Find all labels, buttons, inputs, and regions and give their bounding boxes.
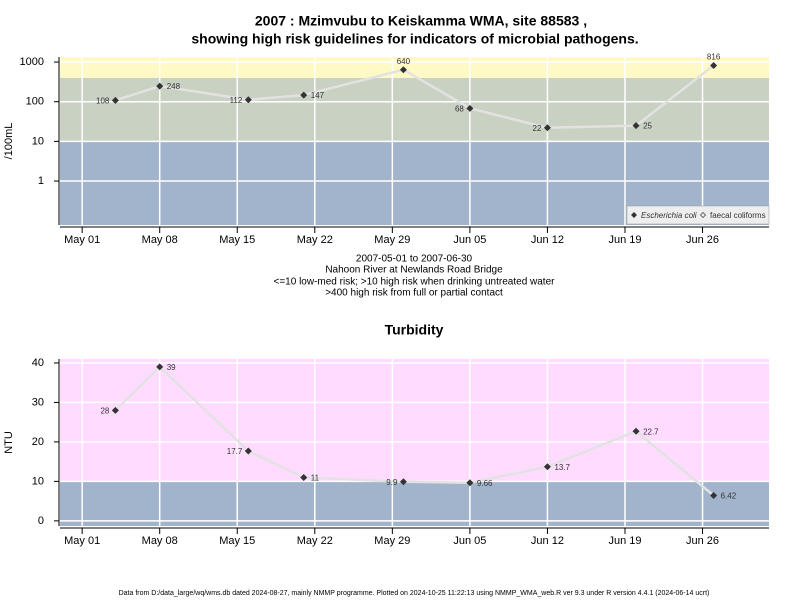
data-point	[632, 427, 640, 435]
data-point	[710, 492, 718, 500]
x-tick-label: May 01	[64, 234, 100, 246]
data-label: 108	[96, 96, 110, 105]
x-tick-label: May 15	[219, 535, 255, 547]
data-label: 39	[167, 363, 176, 372]
x-tick-label: Jun 26	[686, 234, 719, 246]
risk-band	[60, 359, 769, 482]
y-axis-label: NTU	[3, 431, 15, 454]
data-label: 11	[311, 474, 320, 483]
data-label: 112	[230, 96, 243, 105]
x-tick-label: Jun 19	[608, 234, 641, 246]
legend-label: Escherichia coli	[641, 211, 697, 220]
x-tick-label: May 08	[142, 234, 178, 246]
legend-marker	[631, 212, 637, 218]
data-label: 9.66	[477, 479, 493, 488]
data-label: 25	[643, 122, 652, 131]
data-point	[300, 473, 308, 481]
risk-band	[60, 57, 769, 78]
data-point	[710, 62, 718, 70]
y-tick-label: 100	[26, 96, 44, 108]
data-label: 6.42	[721, 492, 737, 501]
data-label: 13.7	[554, 463, 570, 472]
data-point	[466, 479, 474, 487]
x-tick-label: Jun 05	[453, 535, 486, 547]
x-tick-label: Jun 12	[531, 234, 564, 246]
legend-box	[626, 205, 770, 225]
x-tick-label: May 01	[64, 535, 100, 547]
y-axis-label: /100mL	[3, 123, 15, 160]
chart-title: 2007 : Mzimvubu to Keiskamma WMA, site 8…	[255, 13, 587, 29]
data-label: 640	[397, 57, 411, 66]
data-label: 68	[455, 104, 464, 113]
data-point	[543, 124, 551, 132]
y-tick-label: 1000	[20, 56, 44, 68]
x-tick-label: May 15	[219, 234, 255, 246]
y-tick-label: 0	[38, 515, 44, 527]
legend-label: faecal coliforms	[710, 211, 766, 220]
data-point	[244, 447, 252, 455]
data-point	[543, 463, 551, 471]
data-label: 17.7	[227, 447, 243, 456]
y-tick-label: 10	[32, 135, 44, 147]
y-tick-label: 30	[32, 396, 44, 408]
x-tick-label: May 29	[374, 535, 410, 547]
data-point	[244, 96, 252, 104]
x-tick-label: Jun 26	[686, 535, 719, 547]
data-label: 147	[311, 91, 325, 100]
data-point	[632, 122, 640, 130]
x-tick-label: May 08	[142, 535, 178, 547]
risk-band	[60, 481, 769, 526]
data-label: 28	[100, 406, 109, 415]
data-point	[466, 104, 474, 112]
data-label: 22.7	[643, 427, 659, 436]
data-point	[399, 66, 407, 74]
y-tick-label: 40	[32, 357, 44, 369]
data-point	[156, 82, 164, 90]
data-point	[156, 363, 164, 371]
data-point	[399, 478, 407, 486]
data-label: 248	[167, 82, 181, 91]
data-point	[111, 96, 119, 104]
data-label: 9.9	[386, 478, 398, 487]
x-tick-label: Jun 19	[608, 535, 641, 547]
y-tick-label: 1	[38, 175, 44, 187]
x-tick-label: May 22	[297, 234, 333, 246]
caption: Nahoon River at Newlands Road Bridge	[325, 265, 503, 276]
y-tick-label: 20	[32, 436, 44, 448]
data-label: 22	[533, 124, 542, 133]
chart-title: Turbidity	[385, 322, 444, 338]
footer: Data from D:/data_large/wq/wms.db dated …	[119, 590, 710, 597]
data-point	[300, 91, 308, 99]
chart-title: showing high risk guidelines for indicat…	[191, 31, 638, 47]
x-tick-label: May 22	[297, 535, 333, 547]
legend-marker	[700, 212, 706, 218]
caption: <=10 low-med risk; >10 high risk when dr…	[274, 277, 556, 288]
data-label: 816	[707, 53, 721, 62]
x-tick-label: Jun 12	[531, 535, 564, 547]
data-point	[111, 406, 119, 414]
x-tick-label: Jun 05	[453, 234, 486, 246]
y-tick-label: 10	[32, 475, 44, 487]
caption: >400 high risk from full or partial cont…	[325, 288, 503, 299]
x-tick-label: May 29	[374, 234, 410, 246]
caption: 2007-05-01 to 2007-06-30	[356, 254, 473, 265]
